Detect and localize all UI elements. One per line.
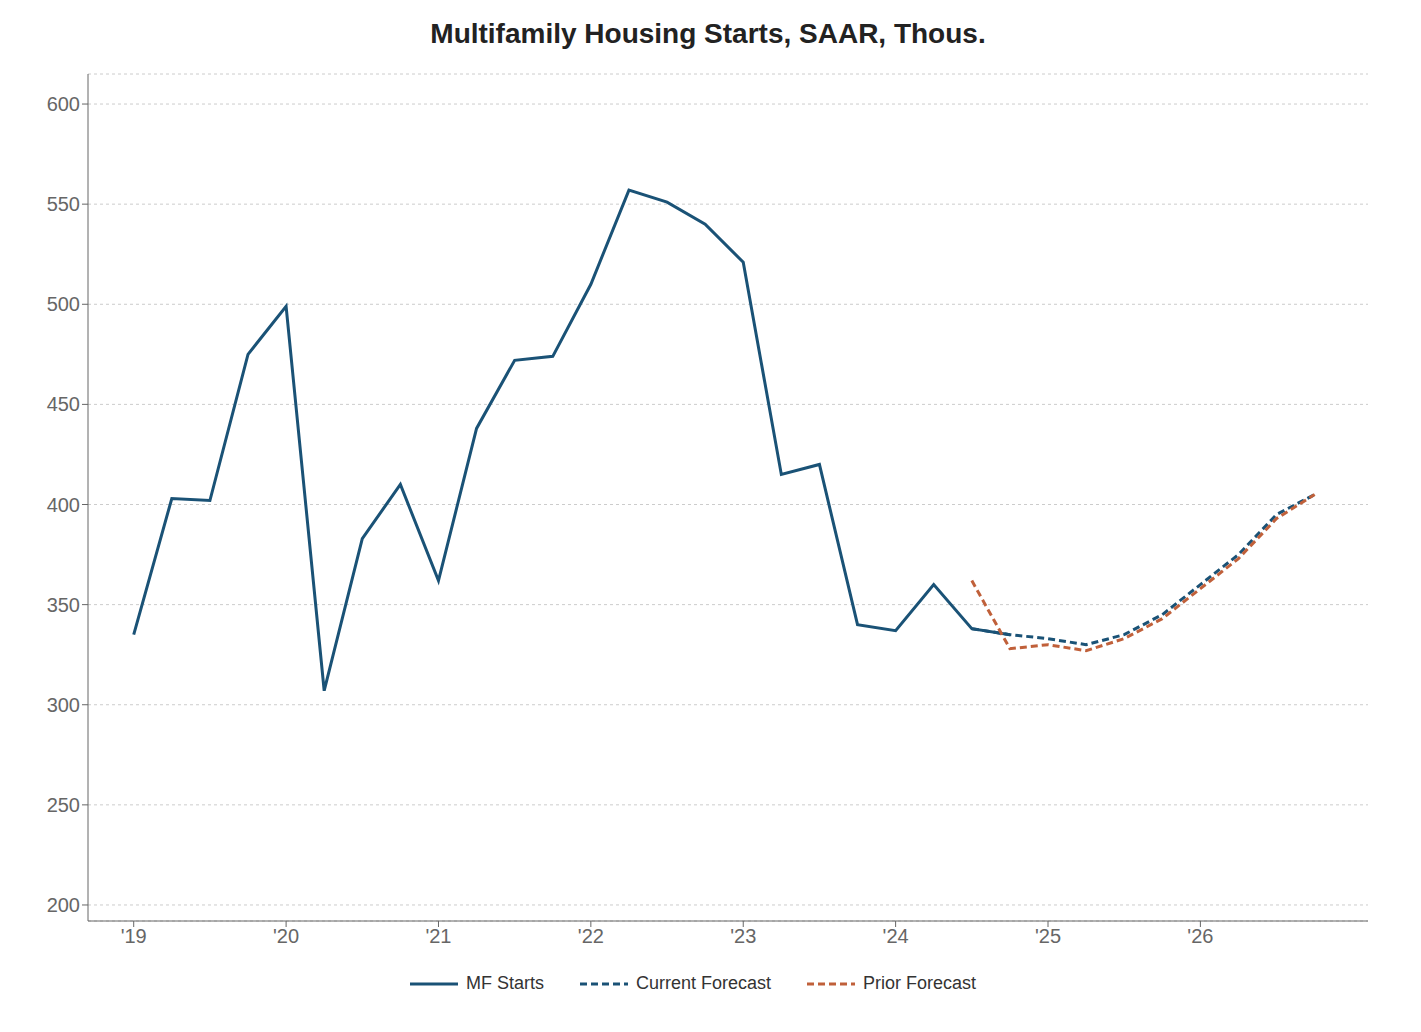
svg-text:'24: '24: [883, 925, 909, 947]
svg-text:200: 200: [47, 894, 80, 916]
svg-text:450: 450: [47, 393, 80, 415]
html-text:MF Starts: MF Starts: [466, 973, 544, 993]
svg-text:'19: '19: [121, 925, 147, 947]
html-text:Prior Forecast: Prior Forecast: [863, 973, 976, 993]
svg-text:400: 400: [47, 494, 80, 516]
svg-text:500: 500: [47, 293, 80, 315]
svg-text:600: 600: [47, 93, 80, 115]
svg-text:'21: '21: [425, 925, 451, 947]
svg-text:550: 550: [47, 193, 80, 215]
svg-text:250: 250: [47, 794, 80, 816]
html-text:Multifamily Housing Starts, SA: Multifamily Housing Starts, SAAR, Thous.: [430, 18, 986, 49]
svg-text:'26: '26: [1187, 925, 1213, 947]
html-text:Current Forecast: Current Forecast: [636, 973, 771, 993]
svg-text:'25: '25: [1035, 925, 1061, 947]
svg-text:350: 350: [47, 594, 80, 616]
svg-text:'22: '22: [578, 925, 604, 947]
svg-text:'20: '20: [273, 925, 299, 947]
svg-text:'23: '23: [730, 925, 756, 947]
svg-text:300: 300: [47, 694, 80, 716]
